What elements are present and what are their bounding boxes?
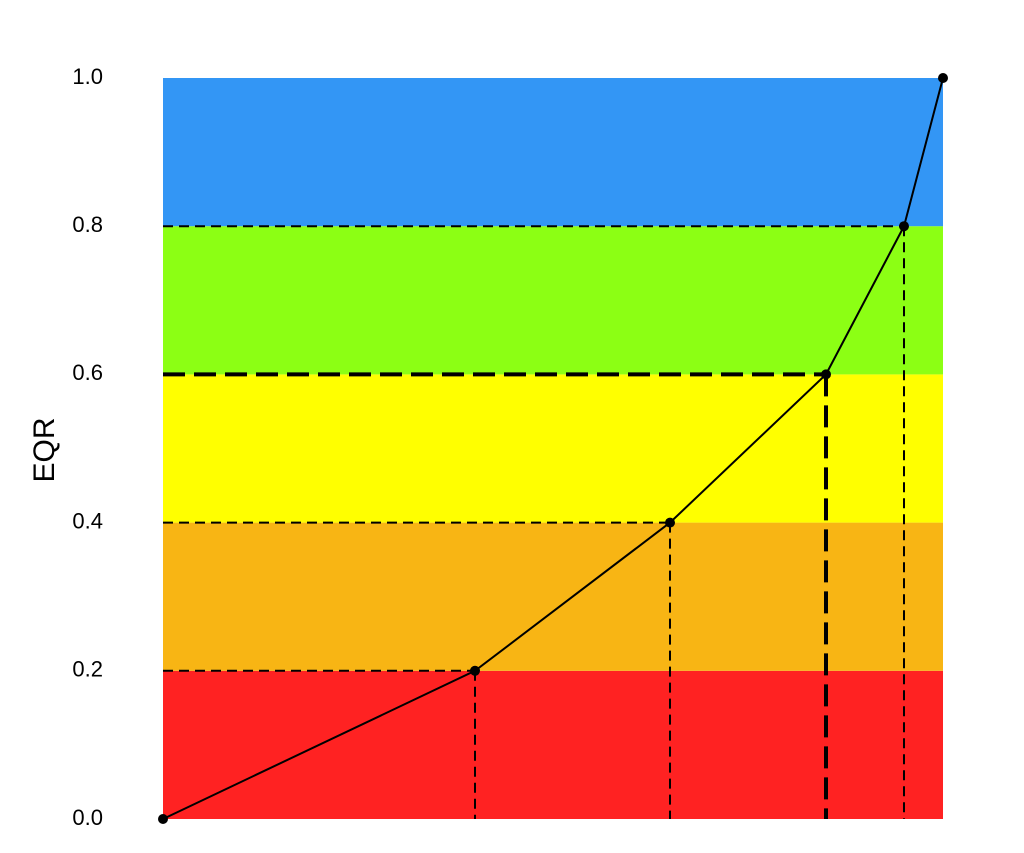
y-tick-label: 0.6 <box>72 360 103 385</box>
y-tick-label: 0.8 <box>72 212 103 237</box>
y-tick-label: 1.0 <box>72 64 103 89</box>
point <box>821 369 831 380</box>
y-tick-label: 0.0 <box>72 805 103 830</box>
point <box>158 814 168 824</box>
class-band <box>163 522 943 671</box>
class-band <box>163 226 943 375</box>
point <box>938 73 948 83</box>
y-tick-label: 0.2 <box>72 657 103 682</box>
curve <box>162 77 944 820</box>
class-band <box>163 78 943 227</box>
point <box>899 221 909 232</box>
class-band <box>163 374 943 523</box>
point <box>470 665 480 676</box>
y-tick-label: 0.4 <box>72 508 103 533</box>
class-band <box>163 670 943 819</box>
y-axis-label: EQR <box>28 417 61 482</box>
point <box>665 517 675 528</box>
